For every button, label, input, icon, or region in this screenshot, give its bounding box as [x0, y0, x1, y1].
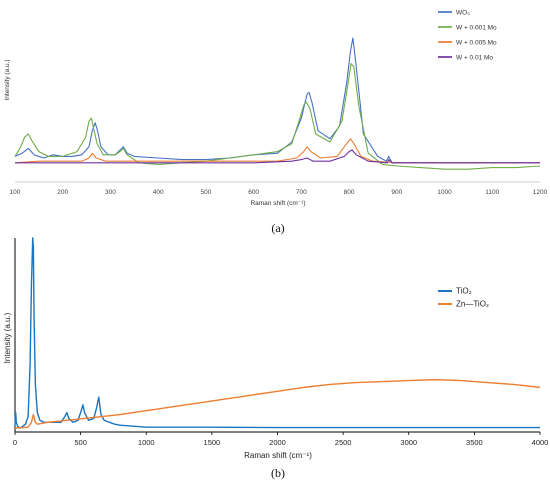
chart-a-series-line-2	[14, 138, 540, 164]
chart-b-caption: (b)	[271, 466, 285, 480]
chart-b-legend: TiO₂ Zn—TiO₂	[438, 287, 489, 309]
chart-b-x-tick-label: 3000	[400, 438, 417, 447]
chart-a: 100 200 300 400 500 600 700 800 900 1000 1100 1200 …	[4, 10, 548, 236]
chart-a-x-tick-label: 700	[296, 189, 307, 196]
chart-a-x-tick-label: 500	[200, 189, 211, 196]
chart-b: 0 500 1000 1500 2000 2500 3000 3500 4000 Raman s…	[3, 237, 548, 480]
chart-b-series	[14, 237, 541, 429]
chart-a-caption: (a)	[271, 221, 284, 235]
chart-a-x-tick-label: 1200	[533, 189, 548, 196]
chart-a-x-label: Raman shift (cm⁻¹)	[250, 200, 305, 207]
chart-a-x-tick-label: 400	[153, 189, 164, 196]
chart-a-x-tick-label: 600	[248, 189, 259, 196]
chart-a-legend: WO₃ W + 0.001 Mo W + 0.005 Mo W + 0.01 Mo	[438, 10, 497, 62]
chart-b-x-tick-label: 1500	[204, 438, 221, 447]
chart-b-legend-label-1: Zn—TiO₂	[456, 300, 489, 309]
chart-a-x-tick-label: 300	[105, 189, 116, 196]
chart-b-x-tick-label: 1000	[138, 438, 155, 447]
chart-a-legend-label-3: W + 0.01 Mo	[456, 55, 493, 62]
chart-b-x-tick-label: 500	[74, 438, 87, 447]
chart-a-series	[14, 37, 541, 170]
chart-b-x-tick-label: 3500	[466, 438, 483, 447]
chart-b-x-ticks: 0 500 1000 1500 2000 2500 3000 3500 4000	[13, 432, 548, 447]
chart-a-legend-label-1: W + 0.001 Mo	[456, 25, 497, 32]
chart-b-series-line-0	[14, 237, 540, 429]
chart-b-x-tick-label: 0	[13, 438, 17, 447]
chart-a-y-label: Intensity (a.u.)	[4, 59, 11, 100]
chart-a-x-ticks: 100 200 300 400 500 600 700 800 900 1000 1100 1200	[10, 189, 548, 196]
chart-a-x-tick-label: 200	[57, 189, 68, 196]
chart-a-x-tick-label: 1000	[437, 189, 452, 196]
chart-a-series-line-3	[15, 149, 540, 164]
chart-a-legend-label-0: WO₃	[456, 10, 470, 17]
chart-b-x-label: Raman shift (cm⁻¹)	[244, 451, 312, 460]
chart-a-legend-label-2: W + 0.005 Mo	[456, 40, 497, 47]
chart-a-series-line-1	[14, 63, 541, 170]
chart-b-x-tick-label: 2000	[269, 438, 286, 447]
chart-a-x-tick-label: 800	[344, 189, 355, 196]
chart-b-x-tick-label: 2500	[335, 438, 352, 447]
chart-a-x-tick-label: 900	[391, 189, 402, 196]
chart-b-legend-label-0: TiO₂	[456, 287, 472, 296]
chart-b-series-line-1	[14, 378, 541, 429]
chart-b-x-tick-label: 4000	[532, 438, 549, 447]
chart-b-y-label: Intensity (a.u.)	[3, 312, 12, 363]
chart-a-x-tick-label: 1100	[485, 189, 499, 196]
chart-a-x-tick-label: 100	[10, 189, 21, 196]
